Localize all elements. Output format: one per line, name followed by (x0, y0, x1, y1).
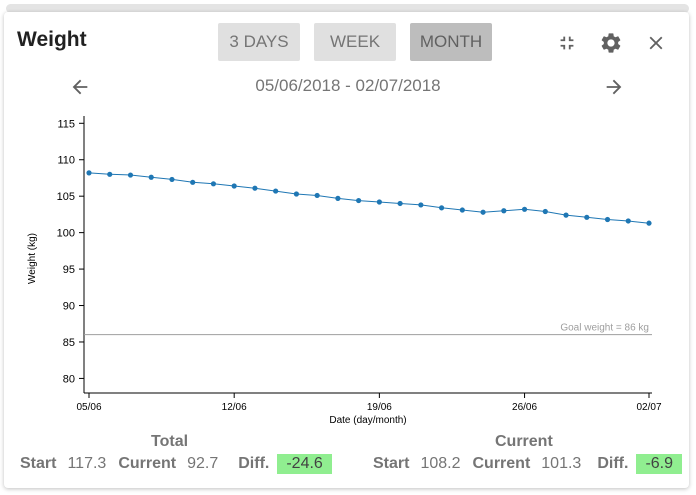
data-point (521, 206, 528, 212)
data-point (625, 218, 631, 224)
y-tick-label: 90 (63, 301, 75, 313)
current-start-value: 108.2 (420, 455, 461, 472)
data-point (646, 220, 652, 226)
data-point (169, 176, 175, 183)
current-diff-badge: -6.9 (636, 454, 683, 474)
data-point (86, 170, 92, 176)
y-tick-label: 85 (63, 337, 75, 349)
y-tick-label: 100 (57, 228, 75, 240)
weight-chart: 80 85 90 95 100 105 110 115 05/06 12/06 19/06 26/06… (27, 116, 662, 426)
data-point (438, 205, 445, 211)
range-week-button[interactable]: WEEK (314, 23, 396, 61)
current-current-label: Current (472, 455, 531, 472)
total-current-label: Current (118, 455, 177, 472)
data-point (190, 179, 196, 185)
weight-series-line (88, 172, 650, 224)
total-heading: Total (151, 433, 189, 450)
y-tick-label: 115 (57, 118, 75, 130)
total-diff-label: Diff. (238, 455, 270, 472)
y-axis-label: Weight (kg) (27, 233, 38, 284)
data-point (584, 214, 590, 220)
current-heading: Current (495, 433, 553, 450)
top-scroll-bar (6, 4, 689, 13)
current-diff-label: Diff. (597, 455, 629, 472)
current-current-value: 101.3 (541, 455, 582, 472)
total-stats-row: Start 117.3 Current 92.7 Diff. -24.6 (20, 454, 332, 474)
data-point (418, 202, 424, 208)
data-point (107, 171, 113, 177)
data-point (273, 188, 279, 194)
range-month-button[interactable]: MONTH (410, 23, 492, 61)
data-point (501, 208, 507, 214)
weight-card (4, 12, 689, 488)
data-point (480, 209, 486, 215)
data-point (231, 183, 237, 189)
gear-icon[interactable] (599, 31, 623, 60)
y-tick-label: 110 (57, 155, 75, 167)
data-point (252, 185, 258, 191)
current-start-label: Start (373, 455, 410, 472)
data-point (376, 199, 382, 205)
y-tick-label: 95 (63, 264, 75, 276)
date-range: 05/06/2018 - 02/07/2018 (255, 76, 441, 95)
data-point (563, 212, 569, 218)
data-point (397, 200, 403, 207)
card-title: Weight (17, 28, 87, 51)
data-point (459, 207, 465, 213)
data-point (335, 195, 341, 201)
x-tick-label: 05/06 (76, 402, 101, 413)
data-point (314, 192, 320, 199)
data-point (542, 208, 548, 215)
data-point (210, 181, 217, 187)
data-point (148, 174, 154, 180)
x-tick-label: 19/06 (367, 402, 392, 413)
x-tick-label: 12/06 (222, 402, 247, 413)
y-tick-label: 105 (57, 191, 75, 203)
current-stats-row: Start 108.2 Current 101.3 Diff. -6.9 (373, 454, 683, 474)
fullscreen-exit-icon[interactable] (556, 32, 578, 59)
close-icon[interactable] (645, 32, 667, 59)
data-point (293, 191, 300, 197)
total-start-value: 117.3 (67, 455, 107, 472)
data-point (604, 216, 611, 223)
x-axis-label: Date (day/month) (329, 415, 406, 426)
x-tick-label: 02/07 (636, 402, 661, 413)
data-point (127, 172, 134, 178)
total-current-value: 92.7 (187, 455, 219, 472)
total-diff-badge: -24.6 (277, 454, 332, 474)
total-start-label: Start (20, 455, 57, 472)
range-3days-button[interactable]: 3 DAYS (218, 23, 300, 61)
data-point (356, 197, 362, 204)
goal-label: Goal weight = 86 kg (560, 323, 649, 334)
y-tick-label: 80 (63, 373, 75, 385)
arrow-left-icon[interactable] (69, 76, 91, 103)
arrow-right-icon[interactable] (603, 76, 625, 103)
x-tick-label: 26/06 (512, 402, 537, 413)
